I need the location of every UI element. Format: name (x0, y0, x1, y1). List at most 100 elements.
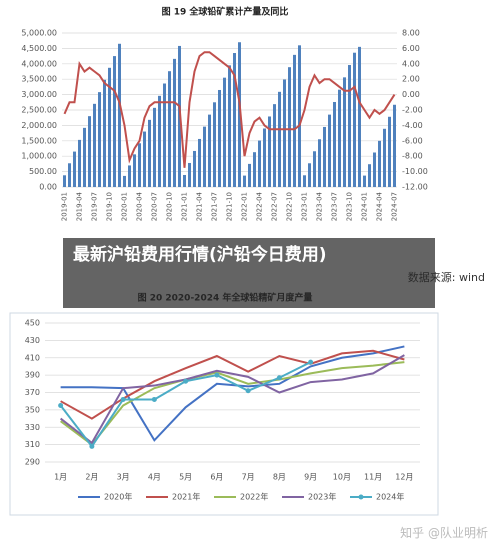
y-tick-label: 3,000.00 (21, 90, 57, 99)
x-tick-label: 2023-07 (331, 192, 339, 221)
line (60, 361, 405, 447)
x-tick-label: 2021-04 (196, 191, 204, 221)
y-tick-label: 430 (25, 336, 40, 345)
bar (138, 143, 141, 187)
legend-label: 2020年 (104, 492, 132, 502)
y-tick-label: 3,500.00 (21, 75, 57, 84)
y2-tick-label: 8.00 (402, 29, 420, 38)
bar (313, 151, 316, 187)
bar (298, 45, 301, 187)
x-tick-label: 4月 (148, 473, 161, 482)
headline-banner: 最新沪铅费用行情(沪铅今日费用) (63, 238, 435, 308)
bar (258, 140, 261, 187)
bar (63, 175, 66, 187)
point (58, 403, 64, 409)
y-tick-label: 4,000.00 (21, 59, 57, 68)
x-tick-label: 2022-10 (286, 192, 294, 221)
chart-frame (9, 312, 439, 516)
bar (383, 128, 386, 187)
bar (318, 139, 321, 187)
bar (368, 164, 371, 187)
bar (83, 127, 86, 187)
x-tick-label: 2022-07 (271, 192, 279, 221)
bar (123, 175, 126, 187)
bar (388, 116, 391, 187)
y2-tick-label: -2.00 (402, 106, 423, 115)
bar (358, 46, 361, 187)
bar (243, 175, 246, 187)
x-tick-label: 2020-07 (151, 192, 159, 221)
x-tick-label: 2019-10 (106, 192, 114, 221)
bar (348, 65, 351, 187)
legend-label: 2024年 (376, 492, 404, 502)
bar (158, 95, 161, 187)
chart-title: 图 19 全球铅矿累计产量及同比 (162, 6, 289, 18)
legend-label: 2022年 (240, 492, 268, 502)
bar (188, 162, 191, 187)
bar (238, 42, 241, 187)
bar (203, 126, 206, 187)
bar (303, 175, 306, 187)
y2-tick-label: -10.00 (402, 167, 428, 176)
bar (163, 83, 166, 187)
bar (73, 151, 76, 187)
legend-label: 2021年 (172, 492, 200, 502)
bar (168, 71, 171, 187)
point (245, 388, 251, 394)
bar (208, 114, 211, 187)
legend-label: 2023年 (308, 492, 336, 502)
x-tick-label: 2024-04 (376, 191, 384, 221)
bar (98, 92, 101, 187)
bar (78, 139, 81, 187)
y-tick-label: 330 (25, 423, 40, 432)
bar (223, 77, 226, 187)
bar (378, 140, 381, 187)
x-tick-label: 2022-04 (256, 191, 264, 221)
x-tick-label: 2023-10 (346, 192, 354, 221)
x-tick-label: 11月 (364, 473, 382, 482)
x-tick-label: 2020-04 (136, 191, 144, 221)
point (183, 378, 189, 384)
x-tick-label: 2019-07 (91, 192, 99, 221)
x-tick-label: 10月 (333, 473, 351, 482)
y-tick-label: 290 (25, 458, 40, 467)
bar (273, 104, 276, 187)
x-tick-label: 1月 (54, 473, 67, 482)
y-tick-label: 390 (25, 371, 40, 380)
bar (68, 163, 71, 187)
point (89, 443, 95, 449)
x-tick-label: 9月 (304, 473, 317, 482)
bar (268, 116, 271, 187)
x-tick-label: 6月 (210, 473, 223, 482)
x-tick-label: 2024-01 (361, 192, 369, 221)
point (120, 396, 126, 402)
bar (363, 175, 366, 187)
bar (113, 56, 116, 187)
bar (253, 152, 256, 187)
bar (213, 102, 216, 187)
y2-tick-label: 6.00 (402, 44, 420, 53)
bar (148, 119, 151, 187)
watermark: 知乎 @队业明析 (400, 526, 488, 540)
x-tick-label: 2020-10 (166, 192, 174, 221)
y-tick-label: 500.00 (29, 167, 57, 176)
bar (93, 103, 96, 187)
point (276, 375, 282, 381)
y2-tick-label: -4.00 (402, 121, 423, 130)
y-tick-label: 2,500.00 (21, 106, 57, 115)
x-tick-label: 2021-10 (226, 192, 234, 221)
bar (108, 67, 111, 187)
bar (193, 150, 196, 187)
bar (218, 89, 221, 187)
y2-tick-label: -8.00 (402, 152, 423, 161)
bar (353, 52, 356, 187)
y2-tick-label: 0.00 (402, 90, 420, 99)
y-tick-label: 2,000.00 (21, 121, 57, 130)
bar (343, 77, 346, 187)
line (63, 51, 396, 168)
y2-tick-label: 4.00 (402, 59, 420, 68)
bar (278, 91, 281, 187)
y-tick-label: 1,000.00 (21, 152, 57, 161)
